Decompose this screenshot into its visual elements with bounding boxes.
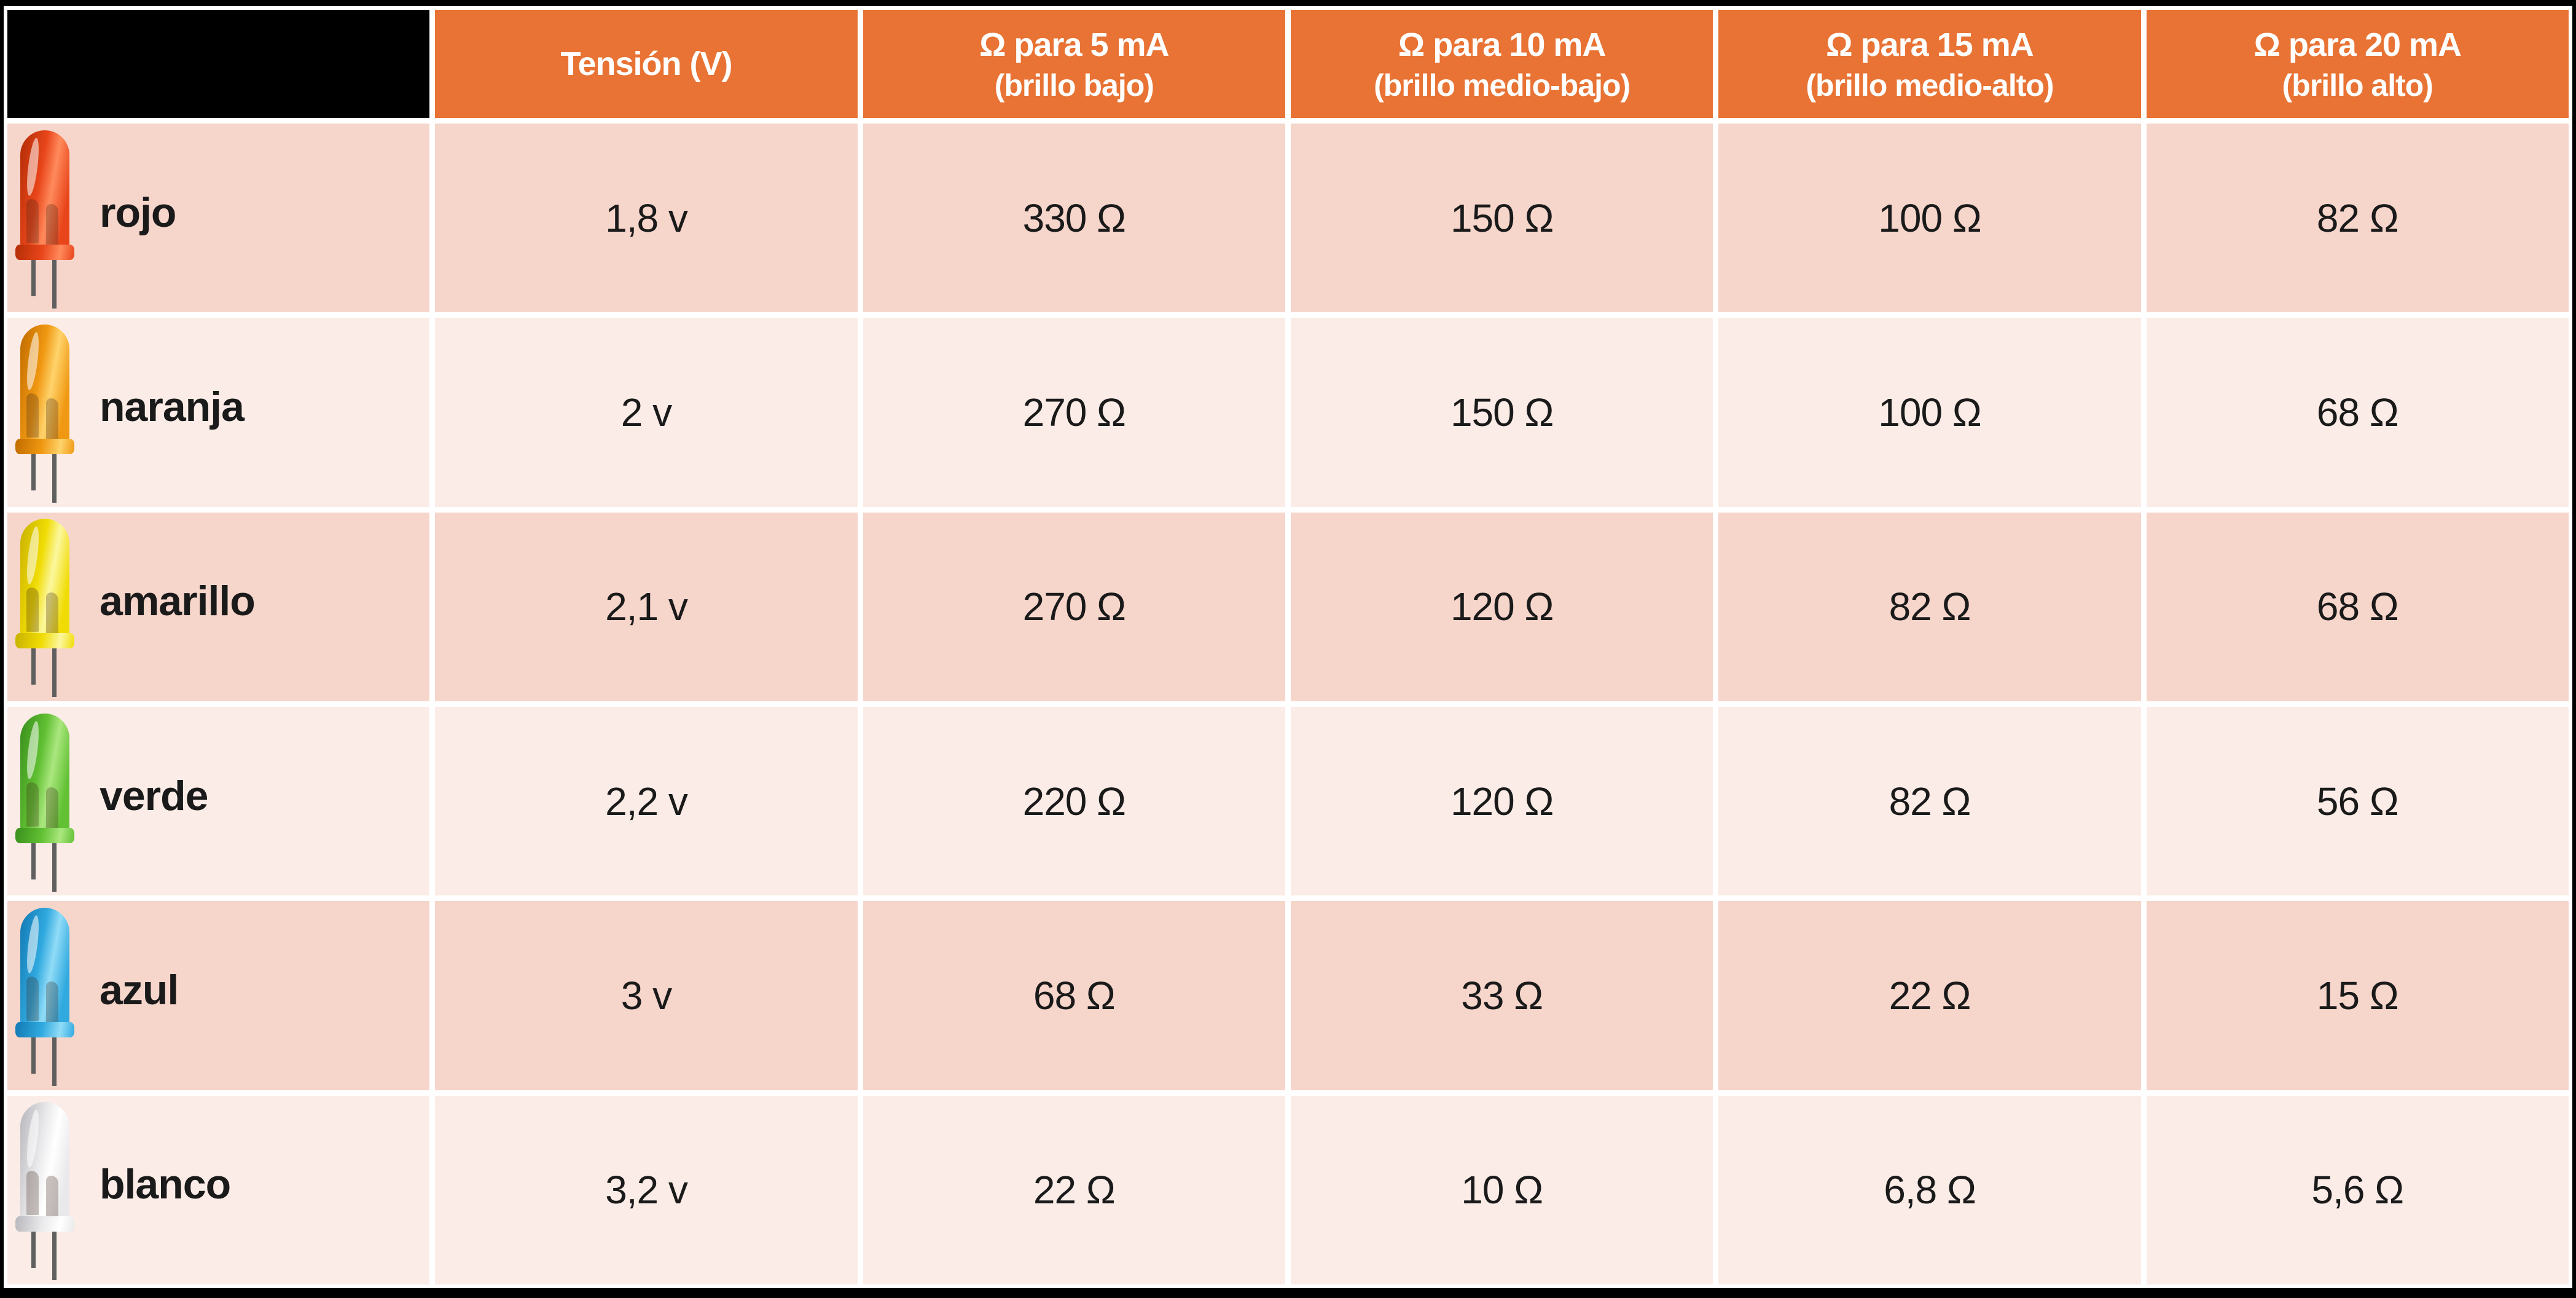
corner-cell (7, 10, 430, 118)
cell-blanco-15ma: 6,8 Ω (1718, 1095, 2141, 1284)
cell-rojo-20ma: 82 Ω (2146, 124, 2569, 313)
column-header-10ma: Ω para 10 mA (brillo medio-bajo) (1290, 10, 1713, 118)
column-header-line2: (brillo alto) (2282, 68, 2433, 103)
led-white-icon (15, 1101, 76, 1283)
row-label: blanco (100, 1161, 231, 1208)
cell-amarillo-15ma: 82 Ω (1718, 512, 2141, 701)
cell-naranja-15ma: 100 Ω (1718, 318, 2141, 507)
column-header-line2: (brillo bajo) (994, 68, 1154, 103)
cell-azul-15ma: 22 Ω (1718, 901, 2141, 1090)
table-row-amarillo-label-cell: amarillo (7, 512, 430, 701)
cell-verde-15ma: 82 Ω (1718, 707, 2141, 896)
led-orange-icon (15, 323, 76, 505)
column-header-15ma: Ω para 15 mA (brillo medio-alto) (1718, 10, 2141, 118)
cell-verde-20ma: 56 Ω (2146, 707, 2569, 896)
table-row-naranja-label-cell: naranja (7, 318, 430, 507)
row-label: naranja (100, 383, 245, 430)
cell-verde-tension: 2,2 v (435, 707, 858, 896)
column-header-line1: Tensión (V) (560, 45, 732, 82)
column-header-line2: (brillo medio-alto) (1806, 68, 2054, 103)
cell-azul-5ma: 68 Ω (863, 901, 1285, 1090)
column-header-line1: Ω para 20 mA (2253, 26, 2462, 63)
cell-amarillo-5ma: 270 Ω (863, 512, 1285, 701)
column-header-5ma: Ω para 5 mA (brillo bajo) (863, 10, 1285, 118)
column-header-line1: Ω para 5 mA (979, 26, 1169, 63)
cell-azul-20ma: 15 Ω (2146, 901, 2569, 1090)
led-red-icon (15, 129, 76, 311)
cell-naranja-10ma: 150 Ω (1290, 318, 1713, 507)
led-blue-icon (15, 907, 76, 1088)
table-row-verde-label-cell: verde (7, 707, 430, 896)
cell-blanco-5ma: 22 Ω (863, 1095, 1285, 1284)
cell-verde-5ma: 220 Ω (863, 707, 1285, 896)
cell-naranja-5ma: 270 Ω (863, 318, 1285, 507)
cell-blanco-tension: 3,2 v (435, 1095, 858, 1284)
column-header-line2: (brillo medio-bajo) (1374, 68, 1631, 103)
column-header-line1: Ω para 10 mA (1398, 26, 1606, 63)
column-header-tension: Tensión (V) (435, 10, 858, 118)
row-label: amarillo (100, 578, 256, 625)
cell-amarillo-tension: 2,1 v (435, 512, 858, 701)
table-row-rojo-label-cell: rojo (7, 124, 430, 313)
cell-amarillo-10ma: 120 Ω (1290, 512, 1713, 701)
table-row-azul-label-cell: azul (7, 901, 430, 1090)
cell-naranja-20ma: 68 Ω (2146, 318, 2569, 507)
cell-rojo-15ma: 100 Ω (1718, 124, 2141, 313)
cell-azul-10ma: 33 Ω (1290, 901, 1713, 1090)
column-header-20ma: Ω para 20 mA (brillo alto) (2146, 10, 2569, 118)
row-label: verde (100, 772, 208, 819)
cell-amarillo-20ma: 68 Ω (2146, 512, 2569, 701)
row-label: azul (100, 966, 179, 1013)
cell-blanco-20ma: 5,6 Ω (2146, 1095, 2569, 1284)
cell-rojo-tension: 1,8 v (435, 124, 858, 313)
cell-azul-tension: 3 v (435, 901, 858, 1090)
table-row-blanco-label-cell: blanco (7, 1095, 430, 1284)
row-label: rojo (100, 189, 176, 236)
cell-verde-10ma: 120 Ω (1290, 707, 1713, 896)
led-green-icon (15, 712, 76, 894)
cell-rojo-5ma: 330 Ω (863, 124, 1285, 313)
led-resistor-table: Tensión (V) Ω para 5 mA (brillo bajo) Ω … (4, 6, 2572, 1288)
cell-blanco-10ma: 10 Ω (1290, 1095, 1713, 1284)
cell-naranja-tension: 2 v (435, 318, 858, 507)
column-header-line1: Ω para 15 mA (1826, 26, 2034, 63)
cell-rojo-10ma: 150 Ω (1290, 124, 1713, 313)
led-yellow-icon (15, 517, 76, 699)
